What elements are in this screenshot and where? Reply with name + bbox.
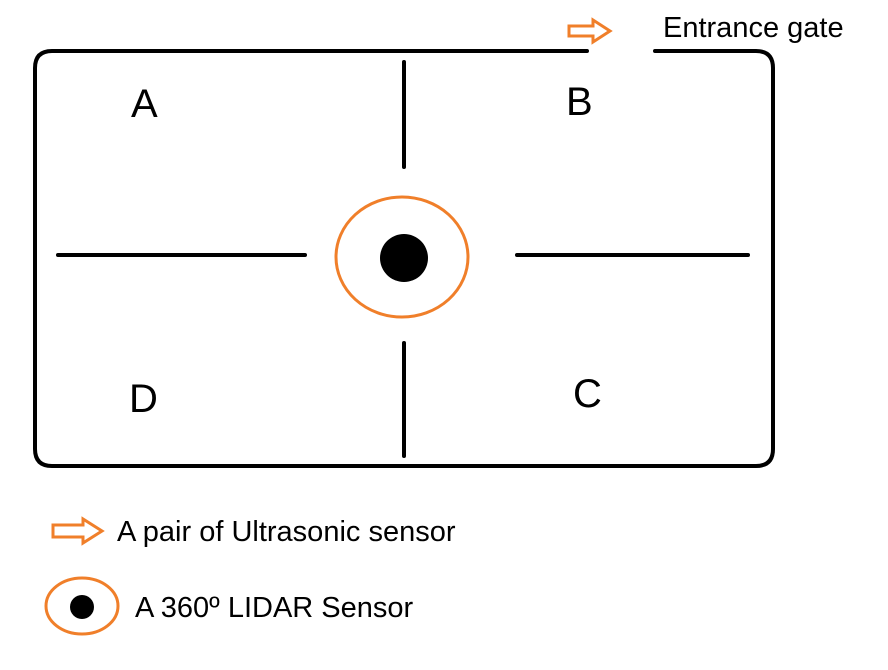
boundary-wall (33, 49, 775, 468)
zone-label-c: C (573, 372, 602, 416)
legend-ultrasonic-label: A pair of Ultrasonic sensor (117, 516, 456, 548)
zone-label-b: B (566, 80, 593, 124)
legend: A pair of Ultrasonic sensor A 360º LIDAR… (44, 516, 456, 636)
entrance-gate-label: Entrance gate (663, 12, 844, 44)
legend-lidar-label: A 360º LIDAR Sensor (135, 592, 414, 624)
legend-ultrasonic-arrow-icon (51, 516, 105, 546)
zone-label-d: D (129, 377, 158, 421)
lidar-sensor-icon (334, 195, 470, 319)
zone-label-a: A (131, 82, 158, 126)
ultrasonic-arrow-icon (567, 17, 613, 45)
legend-lidar-icon (44, 576, 120, 636)
